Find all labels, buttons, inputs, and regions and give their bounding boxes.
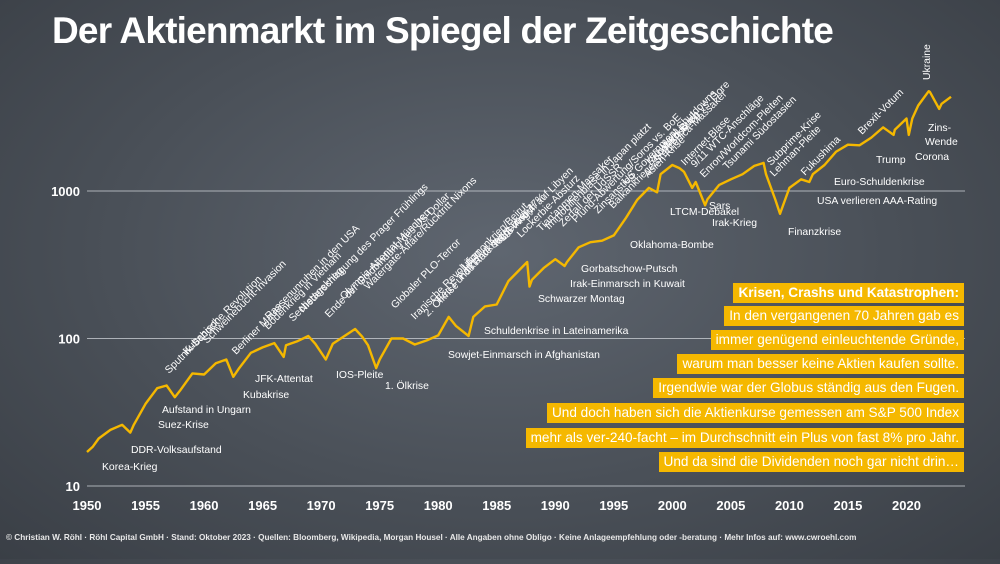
chart-title: Der Aktienmarkt im Spiegel der Zeitgesch… bbox=[52, 10, 834, 51]
sp500-series-line bbox=[86, 90, 952, 453]
annotation-label: Sowjet-Einmarsch in Afghanistan bbox=[448, 350, 600, 361]
annotation-label: Finanzkrise bbox=[788, 227, 841, 238]
annotation-label: LTCM-Debakel bbox=[670, 207, 739, 218]
annotation-label: Trump bbox=[876, 155, 906, 166]
annotation-label: DDR-Volksaufstand bbox=[131, 445, 222, 456]
annotation-label: JFK-Attentat bbox=[255, 374, 313, 385]
annotation-label: Sars bbox=[709, 201, 730, 212]
annotation-label: Suez-Krise bbox=[158, 420, 209, 431]
x-tick-label: 1960 bbox=[190, 498, 219, 513]
x-tick-label: 2000 bbox=[658, 498, 687, 513]
info-box-line: immer genügend einleuchtende Gründe, bbox=[710, 330, 964, 350]
x-tick-label: 1990 bbox=[541, 498, 570, 513]
y-tick-label: 10 bbox=[66, 479, 80, 494]
x-tick-label: 1955 bbox=[131, 498, 160, 513]
y-tick-labels: 10 100 1000 bbox=[51, 184, 80, 494]
x-tick-label: 1980 bbox=[424, 498, 453, 513]
info-box-line: Irgendwie war der Globus ständig aus den… bbox=[653, 378, 964, 398]
annotation-label: Gorbatschow-Putsch bbox=[581, 264, 678, 275]
info-box-line: warum man besser keine Aktien kaufen sol… bbox=[677, 354, 964, 374]
annotation-label: Euro-Schuldenkrise bbox=[834, 177, 925, 188]
info-box-line: Und doch haben sich die Aktienkurse geme… bbox=[546, 403, 964, 423]
annotation-label: Zins- bbox=[928, 123, 951, 134]
x-tick-label: 2020 bbox=[892, 498, 921, 513]
info-box-line: In den vergangenen 70 Jahren gab es bbox=[724, 306, 964, 326]
annotation-label: Aufstand in Ungarn bbox=[162, 405, 251, 416]
x-tick-label: 1950 bbox=[73, 498, 102, 513]
x-tick-label: 1965 bbox=[248, 498, 277, 513]
x-tick-label: 2005 bbox=[716, 498, 745, 513]
annotation-label: Schwarzer Montag bbox=[538, 294, 625, 305]
x-tick-label: 2015 bbox=[833, 498, 862, 513]
info-box-line: mehr als ver-240-facht – im Durchschnitt… bbox=[525, 428, 964, 448]
annotation-label: Korea-Krieg bbox=[102, 462, 158, 473]
annotation-label: Schuldenkrise in Lateinamerika bbox=[484, 326, 629, 337]
annotation-label: 1. Ölkrise bbox=[385, 380, 429, 392]
x-tick-label: 1985 bbox=[482, 498, 511, 513]
x-tick-label: 1970 bbox=[307, 498, 336, 513]
annotation-label: Bodenkrieg in Vietnam bbox=[262, 251, 344, 333]
x-tick-label: 2010 bbox=[775, 498, 804, 513]
info-box-line: Und da sind die Dividenden noch gar nich… bbox=[658, 452, 964, 472]
annotation-label: Irak-Einmarsch in Kuwait bbox=[570, 279, 685, 290]
x-tick-labels: 1950 1955 1960 1965 1970 1975 1980 1985 1990 1995… bbox=[73, 498, 921, 513]
annotation-label: Ukraine bbox=[922, 44, 933, 80]
annotation-label: Wende bbox=[925, 137, 958, 148]
info-box-heading: Krisen, Crashs und Katastrophen: bbox=[733, 283, 964, 303]
y-tick-label: 100 bbox=[58, 332, 80, 347]
annotation-label: Irak-Krieg bbox=[712, 218, 757, 229]
annotation-label: Corona bbox=[915, 152, 949, 163]
annotation-label: IOS-Pleite bbox=[336, 370, 384, 381]
x-tick-label: 1995 bbox=[599, 498, 628, 513]
annotation-label: Kubakrise bbox=[243, 390, 289, 401]
annotation-label: USA verlieren AAA-Rating bbox=[817, 196, 937, 207]
footer-credits: © Christian W. Röhl · Röhl Capital GmbH … bbox=[6, 533, 857, 542]
x-tick-label: 1975 bbox=[365, 498, 394, 513]
annotation-label: Oklahoma-Bombe bbox=[630, 240, 714, 251]
y-tick-label: 1000 bbox=[51, 184, 80, 199]
